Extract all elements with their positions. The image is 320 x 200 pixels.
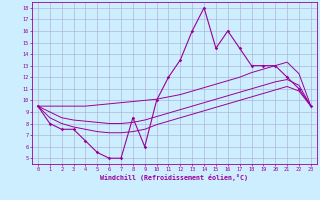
X-axis label: Windchill (Refroidissement éolien,°C): Windchill (Refroidissement éolien,°C) xyxy=(100,174,248,181)
